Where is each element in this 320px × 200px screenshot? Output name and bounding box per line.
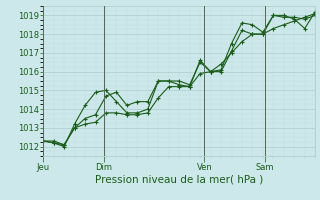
X-axis label: Pression niveau de la mer( hPa ): Pression niveau de la mer( hPa ) bbox=[95, 175, 263, 185]
